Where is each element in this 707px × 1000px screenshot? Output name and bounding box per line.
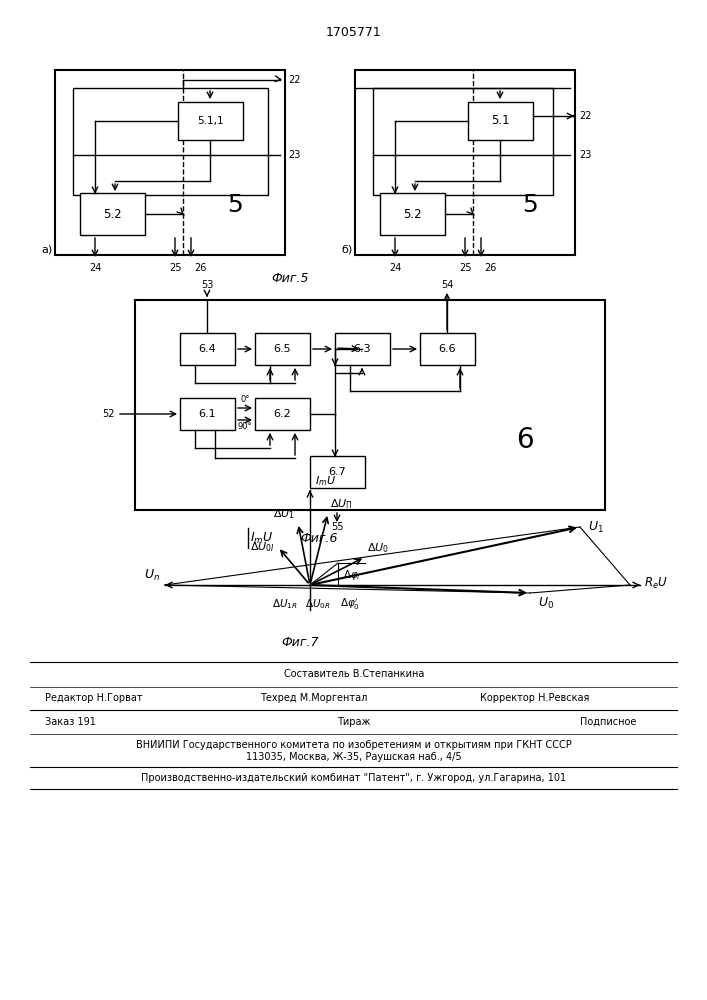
Text: 5.1,1: 5.1,1 (197, 116, 224, 126)
Text: Подписное: Подписное (580, 717, 636, 727)
Bar (380, 193, 445, 235)
Text: $R_eU$: $R_eU$ (644, 575, 668, 591)
Text: 24: 24 (389, 263, 401, 273)
Text: $\Delta\varphi_0^{\prime}$: $\Delta\varphi_0^{\prime}$ (340, 597, 360, 612)
Text: Составитель В.Степанкина: Составитель В.Степанкина (284, 669, 424, 679)
Bar (180, 398, 235, 430)
Text: Заказ 191: Заказ 191 (45, 717, 96, 727)
Text: Производственно-издательский комбинат "Патент", г. Ужгород, ул.Гагарина, 101: Производственно-издательский комбинат "П… (141, 773, 566, 783)
Text: $\Delta U_{1R}$: $\Delta U_{1R}$ (272, 597, 298, 611)
Text: б): б) (341, 245, 353, 255)
Text: 6.7: 6.7 (329, 467, 346, 477)
Text: $\Delta U_{\Pi}$: $\Delta U_{\Pi}$ (330, 497, 353, 511)
Bar (135, 300, 605, 510)
Text: Фиг.6: Фиг.6 (300, 532, 337, 544)
Text: Корректор Н.Ревская: Корректор Н.Ревская (480, 693, 590, 703)
Bar (255, 398, 310, 430)
Text: 22: 22 (579, 111, 592, 121)
Text: $\Delta U_{0R}$: $\Delta U_{0R}$ (305, 597, 331, 611)
Bar (255, 333, 310, 365)
Text: 23: 23 (579, 150, 591, 160)
Text: 6.6: 6.6 (438, 344, 456, 354)
Text: Тираж: Тираж (337, 717, 370, 727)
Text: 0°: 0° (240, 395, 250, 404)
Text: 6.1: 6.1 (199, 409, 216, 419)
Text: 25: 25 (459, 263, 472, 273)
Text: 6.3: 6.3 (354, 344, 371, 354)
Text: $U_n$: $U_n$ (144, 568, 160, 583)
Text: 26: 26 (194, 263, 206, 273)
Text: 53: 53 (201, 280, 214, 290)
Text: 26: 26 (484, 263, 496, 273)
Text: 90°: 90° (238, 422, 252, 431)
Text: $U_1$: $U_1$ (588, 519, 604, 535)
Text: 23: 23 (288, 150, 300, 160)
Text: 113035, Москва, Ж-35, Раушская наб., 4/5: 113035, Москва, Ж-35, Раушская наб., 4/5 (246, 752, 462, 762)
Text: 6: 6 (516, 426, 534, 454)
Text: 25: 25 (169, 263, 181, 273)
Bar (55, 70, 285, 255)
Text: 6.4: 6.4 (199, 344, 216, 354)
Text: 22: 22 (288, 75, 300, 85)
Text: 6.2: 6.2 (274, 409, 291, 419)
Bar (180, 333, 235, 365)
Text: ВНИИПИ Государственного комитета по изобретениям и открытиям при ГКНТ СССР: ВНИИПИ Государственного комитета по изоб… (136, 740, 572, 750)
Text: 1705771: 1705771 (326, 25, 382, 38)
Text: Фиг.5: Фиг.5 (271, 272, 309, 285)
Text: а): а) (42, 245, 53, 255)
Text: 55: 55 (331, 522, 344, 532)
Text: $U_0$: $U_0$ (538, 596, 554, 611)
Text: 5: 5 (227, 193, 243, 217)
Text: 5.2: 5.2 (403, 208, 422, 221)
Text: 24: 24 (89, 263, 101, 273)
Text: Редактор Н.Горват: Редактор Н.Горват (45, 693, 143, 703)
Text: 5.1: 5.1 (491, 114, 510, 127)
Bar (373, 88, 553, 195)
Text: 6.5: 6.5 (274, 344, 291, 354)
Text: $\Delta U_1$: $\Delta U_1$ (273, 507, 295, 521)
Text: $\Delta\varphi_i$: $\Delta\varphi_i$ (343, 568, 361, 582)
Bar (73, 88, 268, 195)
Bar (178, 102, 243, 140)
Text: 54: 54 (440, 280, 453, 290)
Text: 5.2: 5.2 (103, 208, 122, 221)
Text: 5: 5 (522, 193, 538, 217)
Text: $\Delta U_0$: $\Delta U_0$ (367, 541, 389, 555)
Text: $I_mU$: $I_mU$ (315, 474, 336, 488)
Bar (468, 102, 533, 140)
Text: $I_m U$: $I_m U$ (250, 530, 274, 546)
Text: 52: 52 (103, 409, 115, 419)
Bar (335, 333, 390, 365)
Bar (310, 456, 365, 488)
Text: $\Delta U_{0I}$: $\Delta U_{0I}$ (250, 540, 275, 554)
Bar (80, 193, 145, 235)
Bar (420, 333, 475, 365)
Text: Фиг.7: Фиг.7 (281, 636, 319, 648)
Text: Техред М.Моргентал: Техред М.Моргентал (260, 693, 368, 703)
Bar (355, 70, 575, 255)
